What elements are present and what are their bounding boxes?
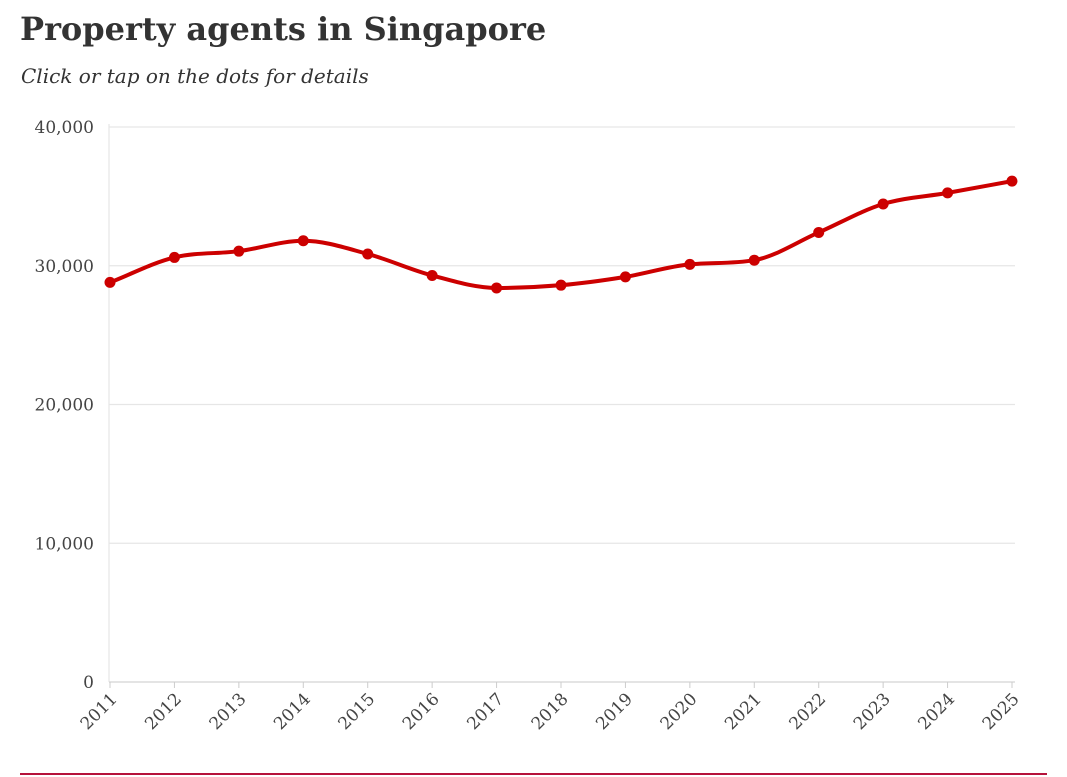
y-tick-label: 10,000	[35, 534, 94, 554]
x-tick-label: 2021	[721, 689, 766, 734]
x-tick-label: 2013	[206, 689, 251, 734]
y-tick-label: 40,000	[35, 118, 94, 138]
y-tick-label: 20,000	[35, 396, 94, 416]
x-tick-label: 2024	[914, 689, 959, 734]
series-line	[108, 179, 1014, 290]
y-tick-label: 30,000	[35, 257, 94, 277]
data-point-2021[interactable]	[748, 254, 760, 266]
data-point-2013[interactable]	[233, 245, 245, 257]
data-point-2019[interactable]	[619, 271, 631, 283]
x-tick-label: 2015	[335, 689, 380, 734]
data-point-2018[interactable]	[555, 279, 567, 291]
x-tick-label: 2017	[463, 689, 508, 734]
x-tick-label: 2020	[657, 689, 702, 734]
x-tick-label: 2016	[399, 689, 444, 734]
series	[104, 175, 1018, 294]
data-point-2014[interactable]	[297, 235, 309, 247]
data-point-2011[interactable]	[104, 276, 116, 288]
x-tick-label: 2018	[528, 689, 573, 734]
x-tick-label: 2014	[270, 689, 315, 734]
y-tick-label: 0	[83, 673, 94, 693]
data-point-2020[interactable]	[684, 258, 696, 270]
data-point-2024[interactable]	[942, 187, 954, 199]
chart-title: Property agents in Singapore	[20, 10, 547, 48]
data-point-2012[interactable]	[168, 251, 180, 263]
data-point-2015[interactable]	[362, 248, 374, 260]
x-axis: 2011 2012 2013 2014 2015 2016 2017 2018 2019 2020…	[77, 681, 1024, 734]
grid-lines	[109, 126, 1015, 683]
y-axis: 0 10,000 20,000 30,000 40,000	[35, 118, 110, 693]
data-point-2025[interactable]	[1006, 175, 1018, 187]
x-tick-label: 2022	[786, 689, 831, 734]
x-tick-label: 2011	[77, 689, 122, 734]
x-tick-label: 2023	[850, 689, 895, 734]
chart-subtitle: Click or tap on the dots for details	[21, 64, 369, 88]
x-tick-label: 2012	[141, 689, 186, 734]
data-point-2023[interactable]	[877, 198, 889, 210]
data-point-2022[interactable]	[813, 226, 825, 238]
data-point-2016[interactable]	[426, 269, 438, 281]
x-tick-label: 2025	[979, 689, 1024, 734]
data-point-2017[interactable]	[491, 282, 503, 294]
bottom-rule	[20, 773, 1047, 775]
x-tick-label: 2019	[592, 689, 637, 734]
